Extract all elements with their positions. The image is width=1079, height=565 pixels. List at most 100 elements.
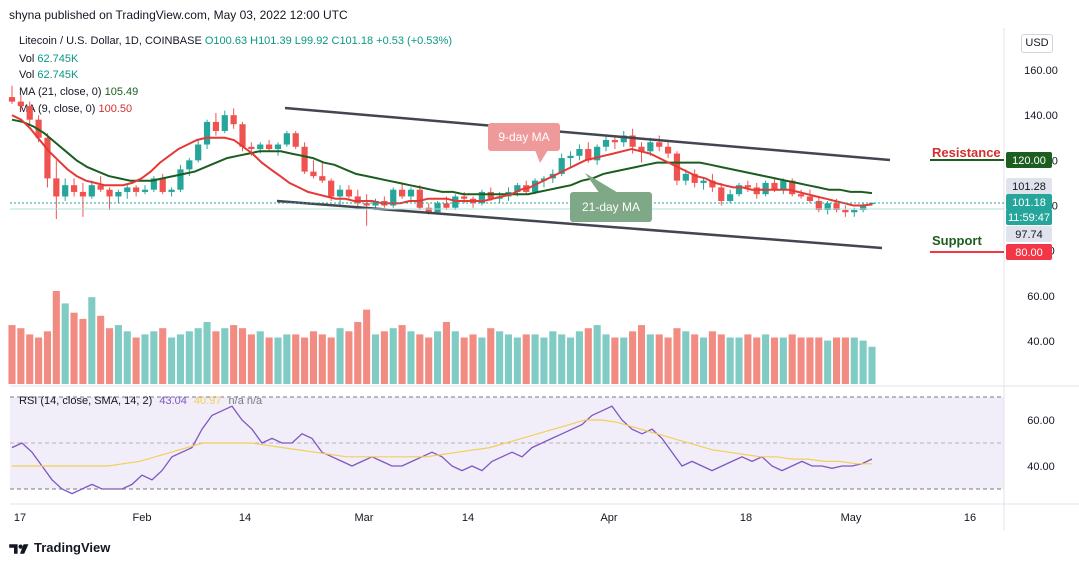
volume-bar (549, 331, 557, 384)
candle-body (567, 155, 574, 159)
volume-bar (398, 325, 406, 384)
volume-bar (664, 337, 672, 384)
candle-body (70, 185, 78, 192)
candle-body (124, 187, 131, 192)
vol-value-2: 62.745K (37, 69, 79, 81)
ma9-callout-box (488, 123, 560, 151)
candle-body (780, 180, 787, 190)
volume-bar (114, 325, 122, 384)
time-tick: 14 (239, 512, 251, 524)
price-tick: 140.00 (1024, 110, 1058, 122)
ma9-line (11, 114, 873, 207)
volume-bar (762, 334, 770, 384)
rsi-tick-60: 60.00 (1027, 415, 1055, 427)
price-badge-label: 11:59:47 (1008, 212, 1050, 224)
ohlc-high: H101.39 (250, 35, 292, 47)
volume-bar (79, 318, 87, 384)
price-badge-label: 80.00 (1015, 247, 1043, 259)
volume-bar (611, 337, 619, 384)
candle-body (629, 135, 636, 147)
candle-body (399, 189, 406, 197)
candle-body (824, 203, 831, 211)
volume-bar (301, 337, 309, 384)
price-tick: 40.00 (1027, 336, 1055, 348)
candle-body (585, 149, 592, 161)
candle-body (345, 189, 353, 197)
candle-body (771, 182, 778, 190)
candle-body (576, 149, 583, 156)
currency-button[interactable]: USD (1021, 34, 1053, 53)
volume-bar (309, 331, 317, 384)
candle-body (390, 189, 397, 206)
candle-body (186, 160, 193, 170)
volume-bar (238, 328, 247, 384)
volume-bar (283, 334, 291, 384)
candle-body (691, 173, 698, 183)
candle-body (797, 194, 805, 197)
volume-bar (779, 337, 787, 384)
volume-bar (35, 337, 43, 384)
resistance-label: Resistance (932, 145, 1001, 160)
volume-bar (841, 337, 849, 384)
time-tick: Feb (133, 512, 152, 524)
rsi-sma-line (12, 419, 873, 467)
volume-bar (868, 346, 876, 384)
volume-bar (380, 331, 388, 384)
candle-body (195, 144, 202, 161)
candle-body (159, 178, 166, 192)
ma21-callout-pointer (585, 173, 620, 194)
candle-body (310, 171, 317, 177)
volume-bar (629, 331, 637, 384)
price-badge-label: 101.28 (1012, 181, 1046, 193)
candle-body (115, 191, 122, 197)
volume-bar (735, 337, 743, 384)
ma21-callout: 21-day MA (570, 173, 652, 222)
candle-body (257, 144, 264, 150)
candle-body (168, 189, 175, 192)
volume-bar (212, 331, 220, 384)
volume-bar (824, 340, 832, 384)
price-badge-label: 101.18 (1012, 197, 1046, 209)
rsi-na: n/a n/a (229, 395, 264, 407)
candle-body (789, 180, 796, 195)
candle-body (328, 180, 335, 197)
rsi-layer (11, 405, 873, 495)
candle-body (221, 115, 228, 131)
volume-bar (717, 334, 725, 384)
volume-bar (150, 331, 158, 384)
ma21-callout-box (570, 192, 652, 222)
volume-bar (469, 334, 477, 384)
volume-bar (442, 322, 450, 384)
vol-legend-1: Vol 62.745K (19, 53, 78, 65)
volume-bar (602, 334, 610, 384)
candle-body (79, 191, 87, 197)
volume-bar (850, 337, 858, 384)
price-tick: 160.00 (1024, 65, 1058, 77)
volume-bar (859, 340, 867, 384)
volume-bar (256, 331, 264, 384)
candle-body (106, 189, 113, 197)
price-badge (1006, 178, 1052, 194)
price-badge-label: 97.74 (1015, 229, 1043, 241)
volume-bar (540, 337, 548, 384)
volume-bar (43, 331, 52, 384)
rsi-line (11, 405, 873, 495)
candle-body (133, 187, 140, 192)
candle-body (62, 185, 69, 197)
candle-body (416, 189, 423, 208)
candle-body (452, 196, 459, 208)
ma21-legend: MA (21, close, 0) 105.49 (19, 86, 138, 98)
candle-body (753, 187, 760, 195)
symbol-legend: Litecoin / U.S. Dollar, 1D, COINBASE O10… (19, 35, 452, 47)
price-badge (1006, 152, 1052, 168)
tradingview-logo-icon (9, 544, 29, 554)
rsi-sma-value: 40.97 (194, 395, 222, 407)
ma-layer (11, 114, 873, 207)
rsi-label: RSI (14, close, SMA, 14, 2) 43.04 40.97 … (19, 395, 263, 407)
candle-body (26, 106, 33, 120)
ohlc-low: L99.92 (294, 35, 329, 47)
time-tick: 18 (740, 512, 752, 524)
candle-body (17, 101, 24, 107)
